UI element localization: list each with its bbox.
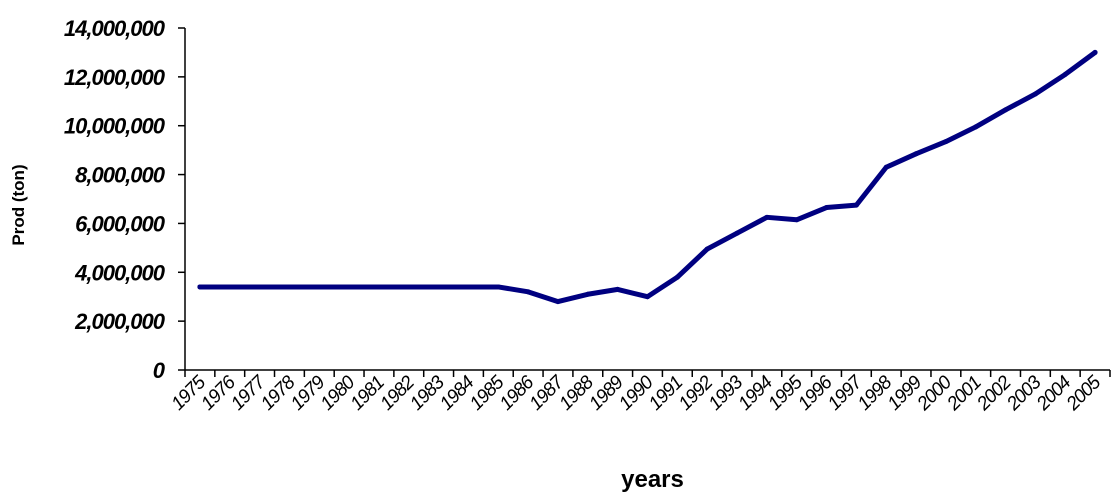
series-group xyxy=(197,49,1098,305)
data-point xyxy=(227,284,233,290)
y-tick-label: 12,000,000 xyxy=(64,65,166,90)
x-axis: 1975197619771978197919801981198219831984… xyxy=(168,369,1111,416)
data-point xyxy=(943,139,949,145)
series-line xyxy=(197,49,1098,305)
data-point xyxy=(1092,49,1098,55)
data-point xyxy=(674,274,680,280)
data-point xyxy=(615,286,621,292)
data-point xyxy=(436,284,442,290)
data-point xyxy=(734,230,740,236)
data-point xyxy=(197,284,203,290)
data-point xyxy=(376,284,382,290)
data-point xyxy=(465,284,471,290)
y-tick-label: 4,000,000 xyxy=(74,260,166,285)
data-point xyxy=(585,291,591,297)
data-point xyxy=(257,284,263,290)
data-point xyxy=(286,284,292,290)
y-tick-label: 2,000,000 xyxy=(74,309,166,334)
y-tick-label: 8,000,000 xyxy=(75,163,166,188)
data-point xyxy=(1003,107,1009,113)
data-point xyxy=(555,299,561,305)
data-point xyxy=(316,284,322,290)
data-point xyxy=(1032,91,1038,97)
data-point xyxy=(525,289,531,295)
data-point xyxy=(794,217,800,223)
y-tick-label: 0 xyxy=(153,358,166,383)
data-point xyxy=(495,284,501,290)
data-point xyxy=(346,284,352,290)
data-point xyxy=(853,202,859,208)
data-point xyxy=(406,284,412,290)
data-point xyxy=(764,214,770,220)
y-tick-label: 10,000,000 xyxy=(64,114,166,139)
y-tick-label: 6,000,000 xyxy=(75,211,166,236)
data-point xyxy=(645,294,650,300)
data-point xyxy=(883,164,889,170)
data-point xyxy=(824,205,830,211)
data-point xyxy=(913,151,919,157)
x-tick-label: 2005 xyxy=(1062,372,1106,416)
data-point xyxy=(704,246,710,252)
y-axis-title: Prod (ton) xyxy=(9,164,28,245)
data-point xyxy=(1062,71,1068,77)
x-axis-title: years xyxy=(621,466,684,493)
y-axis: 0 2,000,000 4,000,000 6,000,000 8,000,000 10,… xyxy=(64,16,186,383)
y-tick-label: 14,000,000 xyxy=(64,16,166,41)
data-point xyxy=(973,124,979,130)
